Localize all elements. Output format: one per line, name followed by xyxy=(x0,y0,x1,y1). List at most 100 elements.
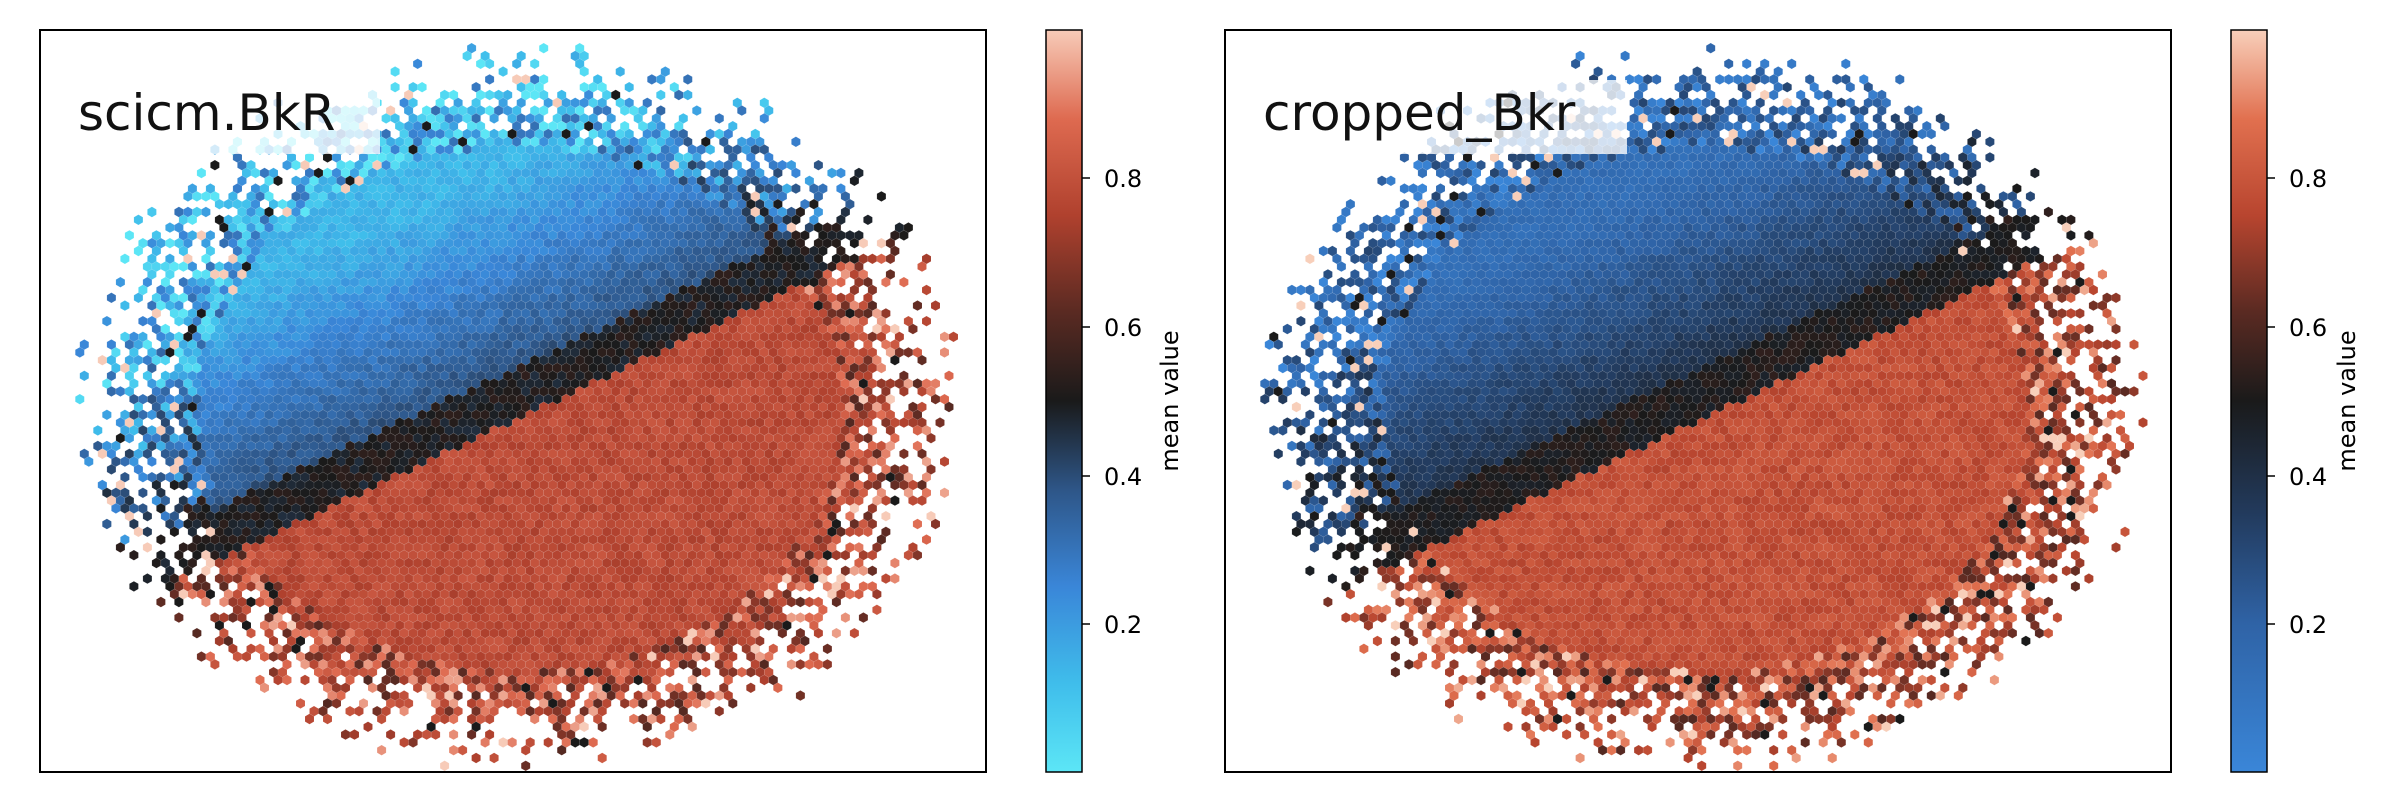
hexbin-cell xyxy=(863,526,873,538)
hexbin-cell xyxy=(615,66,626,78)
hexbin-cell xyxy=(619,105,630,117)
hexbin-cell xyxy=(183,190,193,202)
hexbin-cell xyxy=(836,167,846,179)
hexbin-cell xyxy=(120,253,130,265)
hexbin-cell xyxy=(133,526,144,538)
hexbin-cell xyxy=(219,596,229,608)
hexbin-cell xyxy=(930,393,941,405)
hexbin-cell xyxy=(786,596,797,608)
hexbin-cell xyxy=(935,417,945,429)
hexbin-cell xyxy=(903,346,914,358)
hexbin-cell xyxy=(854,588,864,600)
hexbin-cell xyxy=(498,66,508,78)
hexbin-cell xyxy=(682,89,693,101)
hexbin-cell xyxy=(804,580,815,592)
hexbin-cell xyxy=(201,596,211,608)
hexbin-cell xyxy=(165,237,175,249)
hexbin-cell xyxy=(223,198,234,210)
hexbin-cell xyxy=(273,175,283,187)
hexbin-cell xyxy=(804,596,815,608)
hexbin-cell xyxy=(872,604,882,616)
hexbin-cell xyxy=(102,518,112,530)
hexbin-cell xyxy=(511,58,522,70)
hexbin-cell xyxy=(867,253,878,265)
hexbin-cell xyxy=(97,354,108,366)
hexbin-cell xyxy=(282,159,292,171)
hexbin-cell xyxy=(115,541,126,553)
hexbin-cell xyxy=(151,557,162,569)
hexbin-cell xyxy=(673,89,684,101)
hexbin-cell xyxy=(381,112,391,124)
hexbin-cell xyxy=(255,596,265,608)
hexbin-cell xyxy=(201,206,211,218)
hexbin-cell xyxy=(147,456,157,468)
hexbin-cell xyxy=(291,159,301,171)
hexbin-cell xyxy=(484,58,495,70)
hexbin-cell xyxy=(210,159,220,171)
hexbin-cell xyxy=(921,315,932,327)
hexbin-panel-0: scicm.BkR xyxy=(39,29,987,773)
hexbin-cell xyxy=(795,596,806,608)
hexbin-cell xyxy=(529,58,540,70)
hexbin-cell xyxy=(759,112,770,124)
hexbin-cell xyxy=(133,245,144,257)
hexbin-cell xyxy=(178,261,189,273)
hexbin-cell xyxy=(178,479,189,491)
hexbin-cell xyxy=(791,167,801,179)
hexbin-cell xyxy=(219,237,229,249)
hexbin-cell xyxy=(939,346,950,358)
hexbin-cell xyxy=(863,214,873,226)
hexbin-cell xyxy=(655,89,666,101)
hexbin-cell xyxy=(624,81,635,93)
hexbin-cell xyxy=(912,518,923,530)
hexbin-cell xyxy=(917,261,927,273)
hexbin-cell xyxy=(142,510,153,522)
hexbin-cell xyxy=(160,354,171,366)
hexbin-cell xyxy=(133,214,144,226)
hexbin-cell xyxy=(174,315,184,327)
hexbin-cell xyxy=(682,73,693,85)
hexbin-cell xyxy=(246,580,256,592)
hexbin-cell xyxy=(930,300,941,312)
hexbin-cell xyxy=(147,409,157,421)
hexbin-cell xyxy=(138,315,148,327)
hexbin-cell xyxy=(106,292,117,304)
hexbin-cell xyxy=(412,58,423,70)
hexbin-cell xyxy=(908,495,918,507)
hexbin-cell xyxy=(885,253,896,265)
hexbin-cell xyxy=(579,66,590,78)
hexbin-cell xyxy=(736,105,747,117)
hexbin-cell xyxy=(944,401,954,413)
hexbin-cell xyxy=(201,190,211,202)
hexbin-cell xyxy=(75,393,85,405)
hexbin-cell xyxy=(939,456,950,468)
hexbin-cell xyxy=(876,253,887,265)
hexbin-cell xyxy=(876,362,887,374)
hexbin-cell xyxy=(899,417,909,429)
hexbin-cell xyxy=(111,502,121,514)
hexbin-cell xyxy=(142,526,153,538)
hexbin-cell xyxy=(187,214,198,226)
hexbin-cell xyxy=(714,112,725,124)
hexbin-cell xyxy=(813,159,824,171)
hexbin-cell xyxy=(845,588,855,600)
hexbin-cell xyxy=(926,432,936,444)
hexbin-cell xyxy=(115,276,126,288)
hexbin-cell xyxy=(124,229,135,241)
hexbin-cell xyxy=(849,565,860,577)
hexbin-cell xyxy=(881,510,891,522)
hexbin-cell xyxy=(133,292,144,304)
hexbin-cell xyxy=(156,534,166,546)
hexbin-cell xyxy=(120,456,130,468)
hexbin-cell xyxy=(872,588,882,600)
hexbin-cell xyxy=(917,354,927,366)
hexbin-cell xyxy=(115,385,126,397)
hexbin-cell xyxy=(791,136,801,148)
hexbin-cell xyxy=(899,276,909,288)
hexbin-cell xyxy=(840,549,851,561)
hexbin-cell xyxy=(899,448,909,460)
hexbin-cell xyxy=(129,580,139,592)
hexbin-cell xyxy=(214,198,225,210)
hexbin-cell xyxy=(912,300,923,312)
